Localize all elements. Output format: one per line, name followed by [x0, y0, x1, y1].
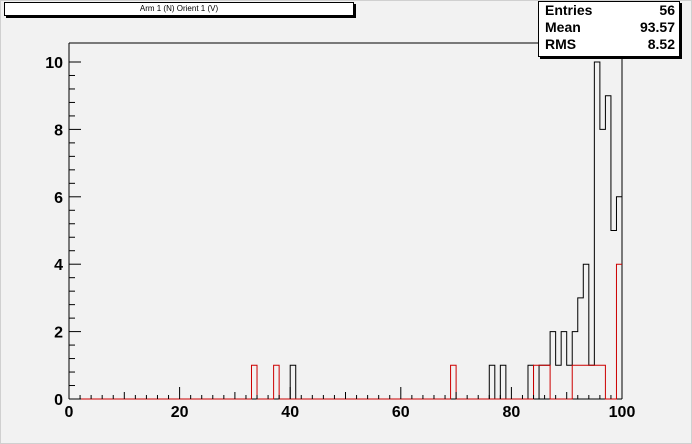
entries-label: Entries: [545, 2, 593, 18]
stat-row-entries: Entries 56: [539, 2, 679, 19]
x-tick-label: 40: [281, 404, 299, 421]
histogram-black-series: [69, 61, 622, 400]
stat-row-rms: RMS 8.52: [539, 36, 679, 53]
rms-label: RMS: [545, 36, 577, 52]
y-tick-label: 2: [54, 325, 63, 342]
axes: [68, 42, 623, 400]
x-tick-label: 100: [609, 404, 636, 421]
histogram-title[interactable]: Arm 1 (N) Orient 1 (V): [4, 2, 354, 16]
mean-value: 93.57: [639, 19, 675, 35]
x-tick-label: 20: [171, 404, 189, 421]
y-tick-label: 8: [54, 122, 63, 139]
series-layer: [69, 61, 622, 400]
x-tick-label: 80: [503, 404, 521, 421]
y-tick-label: 6: [54, 190, 63, 207]
stats-box[interactable]: Entries 56 Mean 93.57 RMS 8.52: [538, 1, 680, 57]
y-tick-label: 0: [54, 392, 63, 409]
mean-label: Mean: [545, 19, 581, 35]
stat-row-mean: Mean 93.57: [539, 19, 679, 36]
x-tick-label: 60: [392, 404, 410, 421]
y-tick-label: 4: [54, 257, 63, 274]
histogram-red-series: [69, 263, 622, 400]
entries-value: 56: [659, 2, 675, 18]
ticks: 0 20 40 60 80 100 0 2 4 6 8 10: [45, 55, 635, 421]
x-tick-label: 0: [65, 404, 74, 421]
rms-value: 8.52: [647, 36, 675, 52]
y-tick-label: 10: [45, 55, 63, 72]
